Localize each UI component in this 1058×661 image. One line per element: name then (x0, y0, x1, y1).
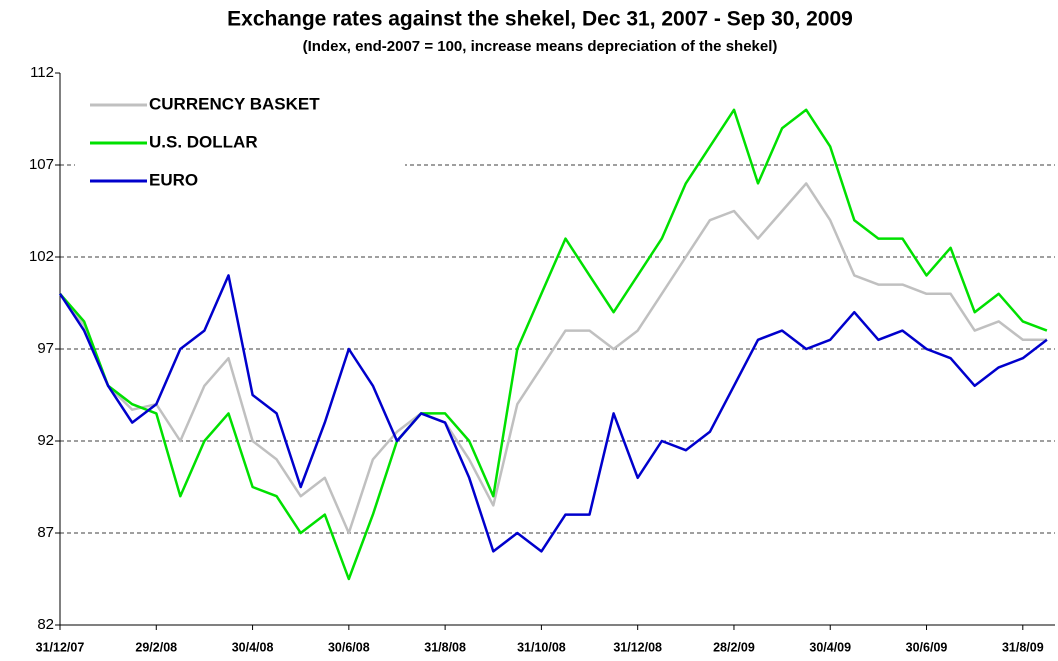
series-line (59, 108, 1048, 581)
y-tick-label: 87 (37, 524, 54, 541)
x-tick-label: 31/10/08 (517, 640, 566, 654)
x-tick-label: 29/2/08 (135, 640, 177, 654)
chart-title: Exchange rates against the shekel, Dec 3… (227, 8, 853, 31)
legend-label: CURRENCY BASKET (149, 94, 320, 113)
series-line (58, 274, 1048, 553)
y-tick-label: 92 (37, 432, 54, 449)
x-tick-label: 31/8/08 (424, 640, 466, 654)
y-tick-label: 97 (37, 340, 54, 357)
y-tick-label: 112 (30, 64, 54, 81)
y-tick-label: 82 (37, 616, 54, 633)
x-tick-label: 28/2/09 (713, 640, 755, 654)
x-tick-label: 31/8/09 (1002, 640, 1044, 654)
legend-label: U.S. DOLLAR (149, 132, 258, 151)
x-tick-label: 30/6/09 (906, 640, 948, 654)
chart-subtitle: (Index, end-2007 = 100, increase means d… (303, 38, 778, 55)
x-tick-label: 30/6/08 (328, 640, 370, 654)
x-tick-label: 31/12/08 (613, 640, 662, 654)
x-tick-label: 30/4/08 (232, 640, 274, 654)
x-tick-label: 30/4/09 (809, 640, 851, 654)
y-tick-label: 107 (29, 156, 54, 173)
x-tick-label: 31/12/07 (36, 640, 85, 654)
legend-label: EURO (149, 170, 198, 189)
series-line (59, 182, 1047, 535)
y-tick-label: 102 (29, 248, 54, 265)
